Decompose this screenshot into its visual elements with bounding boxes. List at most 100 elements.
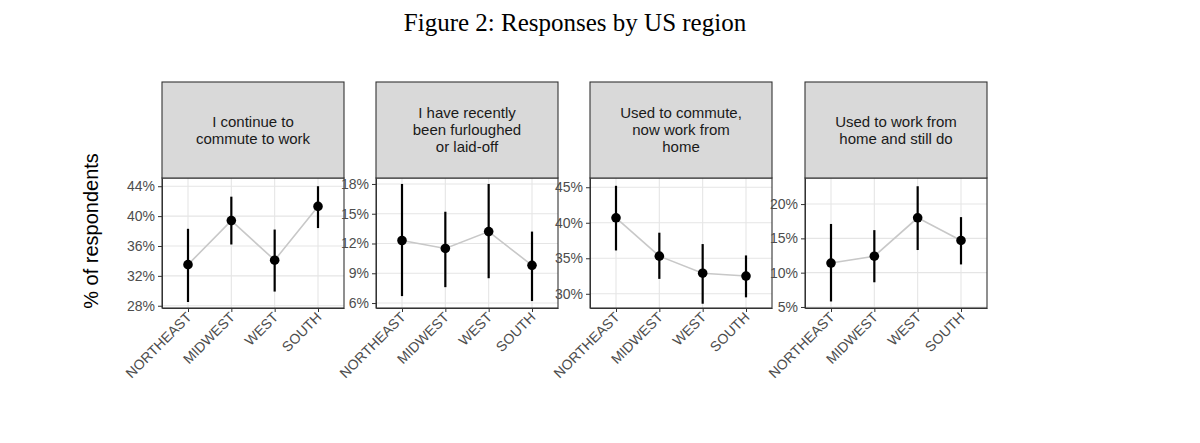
y-tick: 9% [349,265,376,281]
x-tick-label: NORTHEAST [122,308,195,381]
y-tick-label: 36% [127,238,155,254]
y-tick: 15% [770,230,805,246]
y-grid-line [805,306,987,307]
x-tick-mark [231,308,232,312]
y-tick-mark [158,186,162,187]
point [913,213,923,223]
x-axis: NORTHEASTMIDWESTWESTSOUTH [336,308,558,381]
panel-title: I have recentlybeen furloughedor laid-of… [413,104,521,155]
y-axis-title: % of respondents [80,153,102,309]
x-grid-line [317,178,318,308]
y-axis: 30%35%40%45% [555,179,591,309]
y-grid-line [162,275,344,276]
x-tick-label: SOUTH [493,309,539,355]
y-tick: 20% [770,196,805,212]
grid [590,178,772,308]
y-grid-line [590,293,772,294]
panel-title-line: now work from [632,121,730,138]
x-tick: MIDWEST [823,308,881,367]
y-grid-line [162,216,344,217]
x-grid-line [187,178,188,308]
x-tick-mark [918,308,919,312]
x-grid-line [274,178,275,308]
y-tick-label: 40% [127,208,155,224]
x-tick-mark [616,308,617,312]
x-tick: NORTHEAST [765,308,838,381]
y-tick: 28% [127,298,162,314]
y-tick-mark [158,306,162,307]
connecting-line [831,218,961,263]
y-tick-mark [801,238,805,239]
x-tick-label: SOUTH [707,309,753,355]
x-tick: SOUTH [493,308,539,355]
panel: 5%10%15%20%NORTHEASTMIDWESTWESTSOUTHUsed… [765,82,987,381]
panel-title-line: I have recently [418,104,516,121]
panel-title-line: been furloughed [413,121,521,138]
x-tick-mark [659,308,660,312]
y-tick-label: 9% [349,265,369,281]
x-tick-mark [188,308,189,312]
panel-title: I continue tocommute to work [196,113,311,147]
x-grid-line [745,178,746,308]
x-grid-line [615,178,616,308]
y-tick-label: 20% [770,196,798,212]
x-grid-line [702,178,703,308]
x-grid-line [830,178,831,308]
figure-title: Figure 2: Responses by US region [404,9,747,36]
y-tick: 32% [127,268,162,284]
x-tick: WEST [884,308,924,349]
panel-title-line: Used to work from [835,113,957,130]
y-tick-mark [372,243,376,244]
x-tick-label: WEST [241,308,281,348]
y-axis-line [590,179,591,309]
x-axis-line [806,308,988,309]
panel-title-line: home [662,138,700,155]
panel: 30%35%40%45%NORTHEASTMIDWESTWESTSOUTH Use… [550,82,772,381]
y-tick: 10% [770,265,805,281]
y-tick-mark [372,184,376,185]
x-tick: NORTHEAST [550,308,623,381]
point [313,202,323,212]
y-axis-line [376,179,377,309]
panel-title-line: commute to work [196,130,311,147]
y-tick-label: 18% [341,176,369,192]
x-tick-mark [445,308,446,312]
y-grid-line [162,186,344,187]
panel: 6%9%12%15%18%NORTHEASTMIDWESTWESTSOUTHI … [336,82,558,381]
panel-title: Used to work fromhome and still do [835,113,957,147]
connecting-line [188,206,318,264]
x-tick-mark [275,308,276,312]
x-axis: NORTHEASTMIDWESTWESTSOUTH [765,308,987,381]
y-tick-mark [372,273,376,274]
panel-background [805,178,987,308]
y-tick-label: 15% [341,206,369,222]
x-grid-line [531,178,532,308]
x-tick: SOUTH [279,308,325,355]
x-grid-line [488,178,489,308]
x-grid-line [445,178,446,308]
x-axis: NORTHEASTMIDWESTWESTSOUTH [550,308,772,381]
y-tick: 15% [341,206,376,222]
y-tick-mark [372,214,376,215]
point [698,268,708,278]
x-tick: WEST [241,308,281,349]
y-tick-label: 44% [127,178,155,194]
y-tick: 30% [555,286,590,302]
y-grid-line [376,302,558,303]
x-tick: NORTHEAST [336,308,409,381]
y-tick-mark [586,187,590,188]
y-axis: 28% 32% 36% 40% 44% [127,178,163,314]
x-tick-label: WEST [884,308,924,348]
strip-background [805,82,987,178]
y-tick-mark [372,303,376,304]
panel-title: Used to commute,now work fromhome [620,104,742,155]
y-tick-mark [586,223,590,224]
point [484,227,494,237]
y-tick-mark [586,258,590,259]
y-tick: 12% [341,235,376,251]
x-tick-label: MIDWEST [394,308,452,366]
panel-title-line: home and still do [839,130,952,147]
x-tick-label: NORTHEAST [765,308,838,381]
marks [183,186,323,302]
x-grid-line [231,178,232,308]
